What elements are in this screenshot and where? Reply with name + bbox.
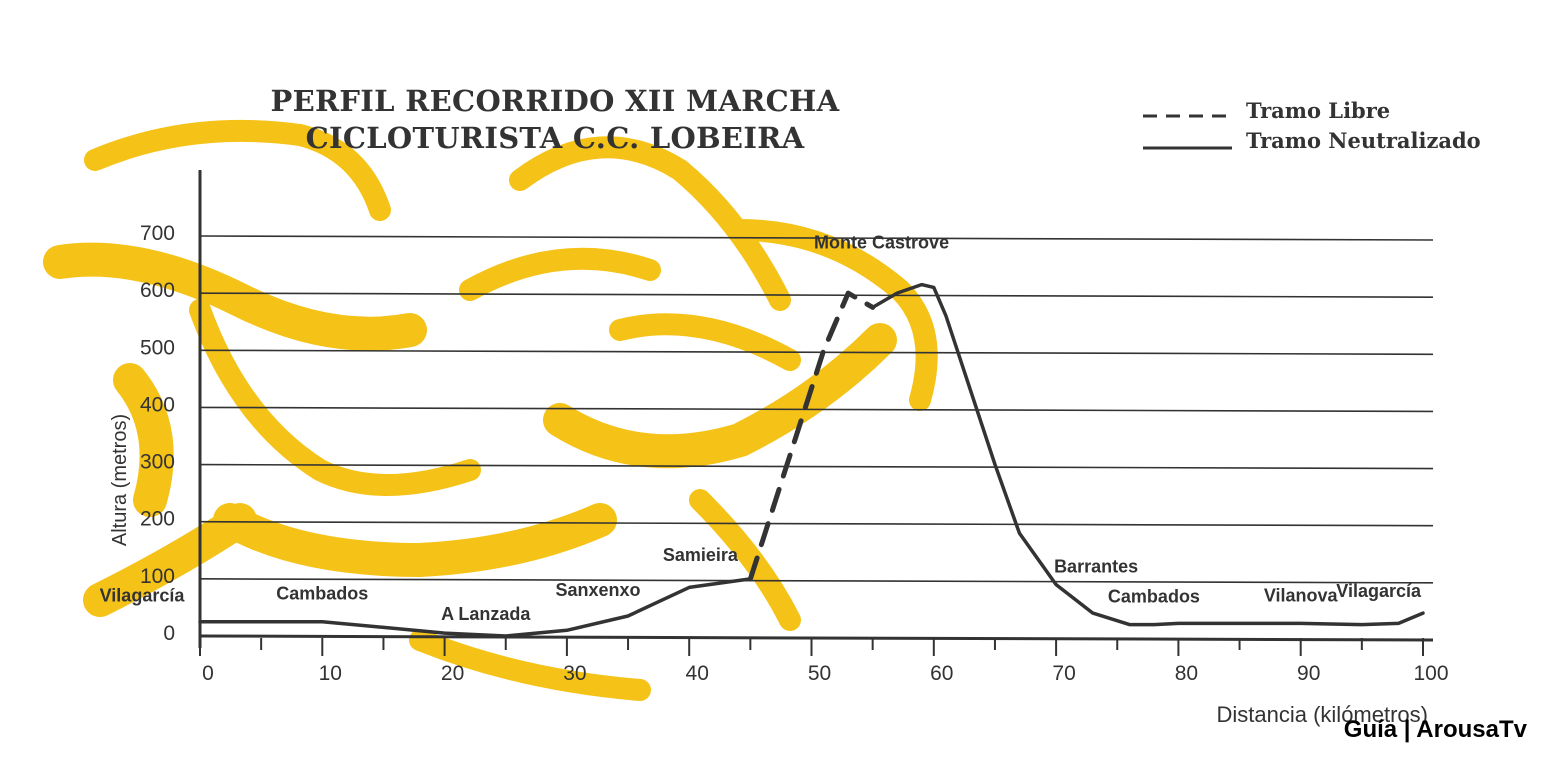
x-axis-title: Distancia (kilómetros) <box>1217 702 1429 727</box>
y-tick-label: 500 <box>140 336 175 359</box>
background-art-stroke <box>689 489 801 631</box>
y-tick-label: 300 <box>140 451 175 474</box>
background-art-stroke <box>459 247 661 301</box>
background-art-stroke <box>729 219 938 411</box>
y-tick-label: 100 <box>140 565 175 588</box>
background-art-stroke <box>189 299 481 496</box>
place-label: Sanxenxo <box>556 580 641 600</box>
grid-line <box>199 349 1434 356</box>
place-label: Monte Castrove <box>814 233 949 253</box>
background-art-stroke <box>113 363 174 517</box>
grid-lines <box>199 235 1434 584</box>
chart-title-line-2: CICLOTURISTA C.C. LOBEIRA <box>305 121 805 155</box>
grid-line <box>199 406 1434 413</box>
grid-line <box>199 520 1434 527</box>
y-axis-title: Altura (metros) <box>109 414 131 546</box>
y-tick-label: 400 <box>140 393 175 416</box>
background-art-stroke <box>84 119 391 221</box>
place-label: A Lanzada <box>441 604 531 624</box>
place-label: Cambados <box>1108 587 1200 607</box>
x-tick-label: 20 <box>441 662 464 685</box>
background-art-stroke <box>43 242 427 351</box>
x-tick-label: 60 <box>930 662 953 685</box>
grid-line <box>199 292 1434 298</box>
background-art-stroke <box>83 503 257 617</box>
x-tick-label: 0 <box>202 662 214 685</box>
legend <box>1143 114 1232 150</box>
place-label: Vilagarcía <box>1336 581 1422 601</box>
x-tick-label: 90 <box>1297 662 1320 685</box>
x-tick-label: 40 <box>686 662 709 685</box>
grid-line <box>199 235 1434 241</box>
place-label: Samieira <box>663 545 739 565</box>
x-tick-label: 30 <box>563 662 586 685</box>
series-lines <box>198 282 1425 638</box>
series-line-tramo-libre <box>747 290 876 582</box>
place-label: Vilagarcía <box>100 586 186 606</box>
x-tick-label: 50 <box>808 662 831 685</box>
y-tick-label: 200 <box>140 508 175 531</box>
grid-line <box>199 578 1434 584</box>
legend-label-tramo-neutralizado: Tramo Neutralizado <box>1246 128 1481 153</box>
place-label: Cambados <box>276 584 368 604</box>
background-art-stroke <box>509 136 791 311</box>
place-label: Barrantes <box>1054 557 1138 577</box>
series-line-tramo-neutralizado <box>870 282 1425 627</box>
x-tick-label: 10 <box>319 662 342 685</box>
y-tick-label: 700 <box>140 222 175 245</box>
place-labels: Vilagarcía Cambados A Lanzada Sanxenxo Samie… <box>100 233 1422 624</box>
x-axis <box>199 634 1434 642</box>
series-line-tramo-neutralizado <box>198 577 753 638</box>
x-tick-label: 100 <box>1413 662 1448 685</box>
y-tick-label: 600 <box>140 279 175 302</box>
legend-label-tramo-libre: Tramo Libre <box>1246 98 1391 123</box>
credit-text: Guía | ArousaTv <box>1343 716 1527 743</box>
axes: 0 10 20 30 40 50 60 70 80 90 100 0 100 200 300 400 500 60… <box>109 170 1449 727</box>
chart-title-line-1: PERFIL RECORRIDO XII MARCHA <box>270 84 840 118</box>
grid-line <box>199 463 1434 470</box>
x-tick-label: 80 <box>1175 662 1198 685</box>
background-art-stroke <box>609 313 801 371</box>
x-tick-label: 70 <box>1052 662 1075 685</box>
background-art-stroke <box>543 323 897 469</box>
y-tick-label: 0 <box>163 622 175 645</box>
background-art-stroke <box>213 503 617 578</box>
place-label: Vilanova <box>1264 585 1339 605</box>
